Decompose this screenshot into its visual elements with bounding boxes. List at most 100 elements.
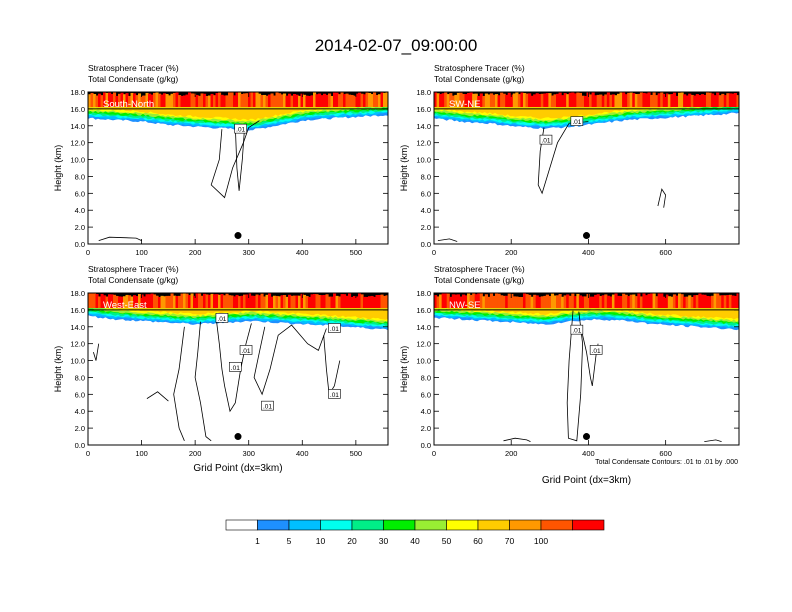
contour-line: [173, 326, 185, 441]
tracer-streak: [568, 92, 572, 108]
tracer-streak: [606, 295, 610, 309]
tracer-streak: [213, 95, 217, 108]
tracer-streak: [667, 94, 671, 108]
x-tick-label: 600: [659, 449, 672, 458]
tracer-streak: [280, 94, 284, 108]
tracer-streak: [183, 293, 187, 309]
x-axis-label: Grid Point (dx=3km): [193, 463, 282, 474]
tracer-streak: [528, 294, 532, 309]
tracer-streak: [300, 293, 304, 309]
panel-south-north: Stratosphere Tracer (%)Total Condensate …: [53, 63, 389, 257]
contour-label: .01: [242, 348, 251, 355]
tracer-streak: [310, 95, 314, 108]
tracer-streak: [660, 293, 664, 309]
colorbar-label: 100: [534, 536, 548, 546]
tracer-streak: [644, 295, 649, 309]
tracer-streak: [622, 92, 626, 108]
contour-line: [704, 439, 722, 442]
tracer-streak: [657, 293, 661, 309]
tracer-streak: [525, 294, 529, 309]
tracer-streak: [606, 92, 610, 108]
tracer-streak: [150, 94, 154, 108]
tracer-streak: [675, 295, 679, 309]
contour-line: [580, 326, 599, 386]
tracer-streak: [185, 94, 189, 108]
tracer-streak: [436, 296, 440, 309]
tracer-streak: [586, 92, 590, 108]
tracer-streak: [611, 294, 616, 309]
contour-label: .01: [592, 348, 601, 355]
colorbar-label: 20: [347, 536, 357, 546]
contour-label-box: [328, 323, 341, 333]
contour-line: [93, 343, 100, 361]
tracer-streak: [441, 93, 445, 108]
colorbar-swatch: [414, 519, 447, 531]
tracer-streak: [380, 294, 384, 309]
tracer-streak: [238, 296, 242, 309]
tracer-streak: [210, 293, 214, 309]
tracer-streak: [461, 294, 466, 309]
tracer-streak: [601, 95, 605, 108]
y-axis-label: Height (km): [399, 346, 409, 393]
panel-label: NW-SE: [449, 300, 481, 311]
tracer-streak: [624, 294, 628, 309]
tracer-streak: [100, 95, 104, 108]
tracer-streak: [183, 95, 187, 108]
tracer-streak: [338, 296, 342, 309]
tracer-streak: [708, 296, 712, 309]
y-tick-label: 2.0: [75, 424, 85, 433]
tracer-streak: [290, 95, 294, 108]
tracer-streak: [703, 294, 707, 309]
tracer-streak: [642, 293, 646, 309]
tracer-streak: [250, 295, 254, 309]
tracer-streak: [594, 294, 598, 309]
tracer-streak: [165, 93, 169, 108]
tracer-streak: [721, 93, 725, 108]
tracer-streak: [235, 92, 239, 108]
tracer-streak: [130, 296, 134, 309]
tracer-streak: [472, 93, 476, 108]
tracer-streak: [315, 94, 319, 108]
tracer-streak: [288, 93, 292, 108]
y-tick-label: 0.0: [421, 240, 431, 249]
contour-label: .01: [541, 138, 550, 145]
tracer-streak: [495, 293, 499, 309]
tracer-streak: [103, 92, 107, 108]
tracer-streak: [338, 94, 342, 108]
tracer-streak: [540, 296, 544, 309]
tracer-streak: [464, 295, 468, 309]
plot-frame: [87, 91, 389, 245]
tracer-streak: [340, 294, 344, 309]
tracer-streak: [629, 294, 633, 309]
panel-field-line2: Total Condensate (g/kg): [88, 275, 178, 285]
tracer-streak: [90, 92, 94, 108]
colorbar-swatch: [572, 519, 605, 531]
tracer-streak: [456, 294, 461, 309]
tracer-streak: [693, 95, 697, 108]
tracer-streak: [385, 92, 388, 108]
contour-line: [210, 120, 260, 199]
tracer-streak: [441, 293, 445, 309]
x-tick-label: 400: [582, 449, 595, 458]
tracer-streak: [464, 94, 468, 108]
colorbar-swatch: [383, 519, 416, 531]
tracer-streak: [345, 295, 349, 309]
tracer-streak: [355, 93, 359, 108]
tracer-streak: [700, 94, 705, 108]
tracer-streak: [265, 294, 269, 309]
tracer-streak: [325, 94, 329, 108]
tracer-streak: [333, 293, 337, 309]
location-marker: [583, 433, 590, 441]
y-tick-label: 6.0: [75, 390, 85, 399]
panel-field-line2: Total Condensate (g/kg): [434, 275, 524, 285]
tracer-streak: [711, 93, 715, 108]
tracer-streak: [657, 93, 661, 108]
contour-label: .01: [330, 326, 339, 333]
tracer-streak: [195, 94, 199, 108]
colorbar-label: 60: [473, 536, 483, 546]
tracer-streak: [143, 296, 147, 309]
tracer-streak: [228, 295, 232, 309]
tracer-streak: [665, 93, 669, 108]
tracer-streak: [215, 294, 219, 309]
tracer-streak: [492, 295, 496, 309]
